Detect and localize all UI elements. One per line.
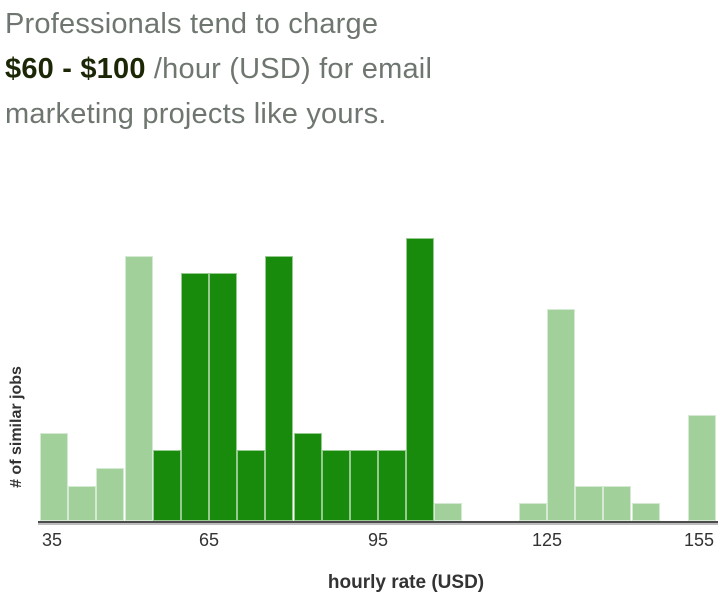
histogram-bar — [68, 485, 97, 521]
x-axis-tick-label: 95 — [367, 530, 389, 550]
histogram-bar — [518, 503, 547, 521]
x-axis-tick-label: 65 — [198, 530, 220, 550]
histogram-bar — [547, 308, 576, 521]
histogram-bar — [152, 450, 181, 521]
histogram-bar — [631, 503, 660, 521]
histogram-bar — [209, 273, 238, 521]
x-axis-label: hourly rate (USD) — [327, 572, 485, 593]
x-axis-line — [38, 521, 718, 525]
histogram-bar — [265, 255, 294, 521]
page-title: Professionals tend to charge $60 - $100 … — [5, 2, 432, 137]
histogram-bar — [96, 467, 125, 521]
x-axis-tick-label: 35 — [41, 530, 63, 550]
title-text: /hour (USD) for email — [145, 53, 433, 85]
histogram-bar — [40, 432, 69, 521]
title-line-1: Professionals tend to charge — [5, 2, 432, 47]
histogram-bar — [575, 485, 604, 521]
histogram-bar — [321, 450, 350, 521]
histogram-bar — [378, 450, 407, 521]
title-line-2: $60 - $100 /hour (USD) for email — [5, 47, 432, 92]
rate-range-emphasis: $60 - $100 — [5, 53, 146, 85]
title-line-3: marketing projects like yours. — [5, 92, 432, 137]
histogram-bar — [434, 503, 463, 521]
histogram-bar — [237, 450, 266, 521]
title-text: Professionals tend to charge — [5, 8, 379, 40]
title-text: marketing projects like yours. — [5, 98, 387, 130]
histogram-bar — [124, 255, 153, 521]
histogram-bar — [603, 485, 632, 521]
histogram-bar — [687, 414, 716, 521]
histogram-bar — [406, 238, 435, 521]
histogram-bar — [180, 273, 209, 521]
x-axis-tick-label: 155 — [683, 530, 715, 550]
histogram-bar — [293, 432, 322, 521]
x-axis-tick-label: 125 — [531, 530, 563, 550]
histogram-bar — [349, 450, 378, 521]
